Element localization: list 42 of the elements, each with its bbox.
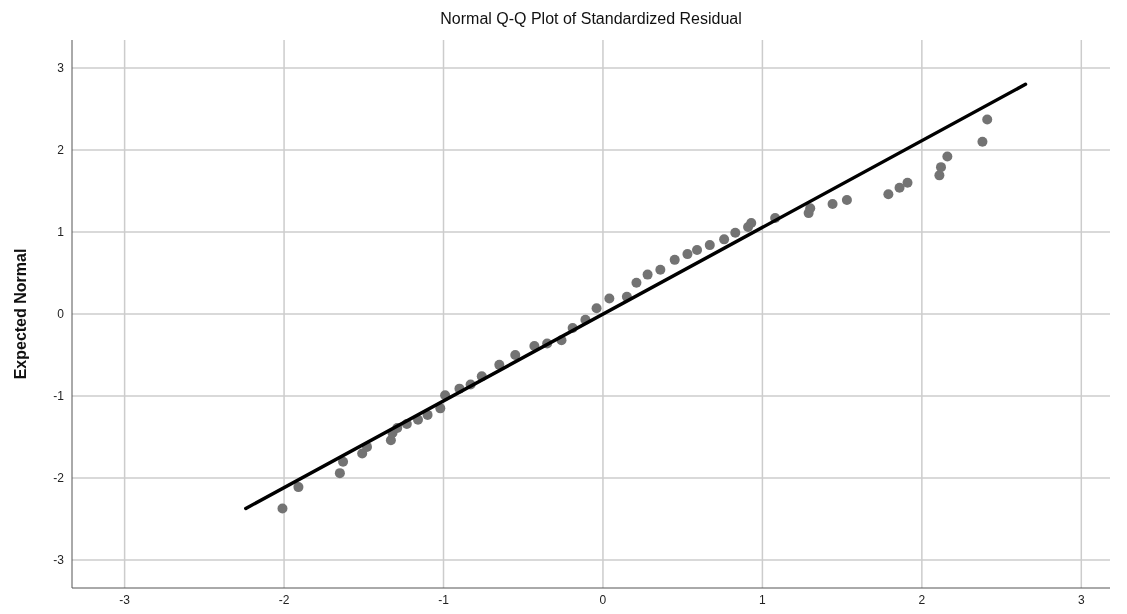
- point: [591, 303, 602, 314]
- point: [730, 227, 741, 238]
- point: [631, 277, 642, 288]
- chart-title: Normal Q-Q Plot of Standardized Residual: [440, 10, 742, 27]
- point: [655, 264, 666, 275]
- point: [719, 234, 730, 245]
- y-tick-label: -1: [53, 389, 65, 404]
- y-tick-label: 2: [57, 142, 65, 157]
- point: [883, 189, 894, 200]
- x-tick-label: 2: [918, 593, 926, 607]
- x-tick-label: -1: [438, 593, 450, 607]
- point: [692, 245, 703, 256]
- point: [902, 177, 913, 188]
- point: [682, 249, 693, 260]
- x-tick-label: -2: [278, 593, 290, 607]
- y-tick-label: -2: [53, 471, 65, 486]
- point: [894, 182, 905, 193]
- point: [293, 482, 304, 493]
- x-tick-label: 0: [599, 593, 607, 607]
- y-tick-label: 1: [57, 224, 65, 239]
- point: [746, 217, 757, 228]
- point: [977, 136, 988, 147]
- y-tick-label: -3: [53, 553, 65, 568]
- point: [338, 456, 349, 467]
- y-tick-label: 3: [57, 60, 65, 75]
- point: [604, 293, 615, 304]
- point: [935, 162, 946, 173]
- point: [642, 269, 653, 280]
- point: [669, 254, 680, 265]
- point: [942, 151, 953, 162]
- point: [704, 240, 715, 251]
- point: [334, 468, 345, 479]
- point: [982, 114, 993, 125]
- point: [277, 503, 288, 514]
- x-tick-label: 1: [759, 593, 767, 607]
- point: [827, 199, 838, 210]
- y-axis-title: Expected Normal: [12, 248, 29, 380]
- y-tick-label: 0: [57, 307, 65, 321]
- x-tick-label: 3: [1077, 593, 1085, 607]
- x-tick-label: -3: [119, 593, 131, 607]
- point: [841, 194, 852, 205]
- point: [510, 350, 521, 361]
